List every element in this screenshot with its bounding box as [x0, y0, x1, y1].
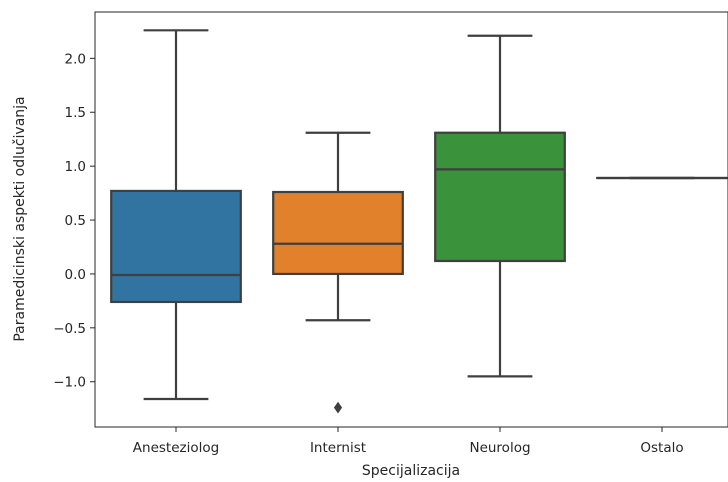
outlier-point	[333, 401, 343, 414]
y-tick-label: 1.0	[65, 159, 86, 175]
y-tick-label: 0.5	[65, 213, 86, 229]
box-anesteziolog	[110, 29, 242, 401]
y-tick-label: −1.0	[53, 375, 86, 391]
x-tick-label: Anesteziolog	[133, 440, 219, 456]
y-tick-label: 1.5	[65, 105, 86, 121]
x-tick-label: Neurolog	[469, 440, 530, 456]
y-tick-label: 2.0	[65, 51, 86, 67]
y-tick-label: 0.0	[65, 267, 86, 283]
x-axis-label: Specijalizacija	[362, 463, 460, 479]
x-axis: Anesteziolog Internist Neurolog Ostalo	[133, 427, 684, 456]
x-tick-label: Ostalo	[640, 440, 683, 456]
plot-area	[110, 29, 728, 414]
box-internist	[272, 131, 404, 414]
y-axis-label: Paramedicinski aspekti odlučivanja	[12, 96, 28, 341]
y-axis: −1.0 −0.5 0.0 0.5 1.0 1.5 2.0	[53, 51, 95, 391]
box-neurolog	[434, 34, 566, 378]
y-tick-label: −0.5	[53, 321, 86, 337]
iqr-box	[434, 131, 566, 263]
iqr-box	[110, 189, 242, 304]
plot-frame	[94, 11, 728, 428]
iqr-box	[272, 190, 404, 276]
x-tick-label: Internist	[310, 440, 366, 456]
